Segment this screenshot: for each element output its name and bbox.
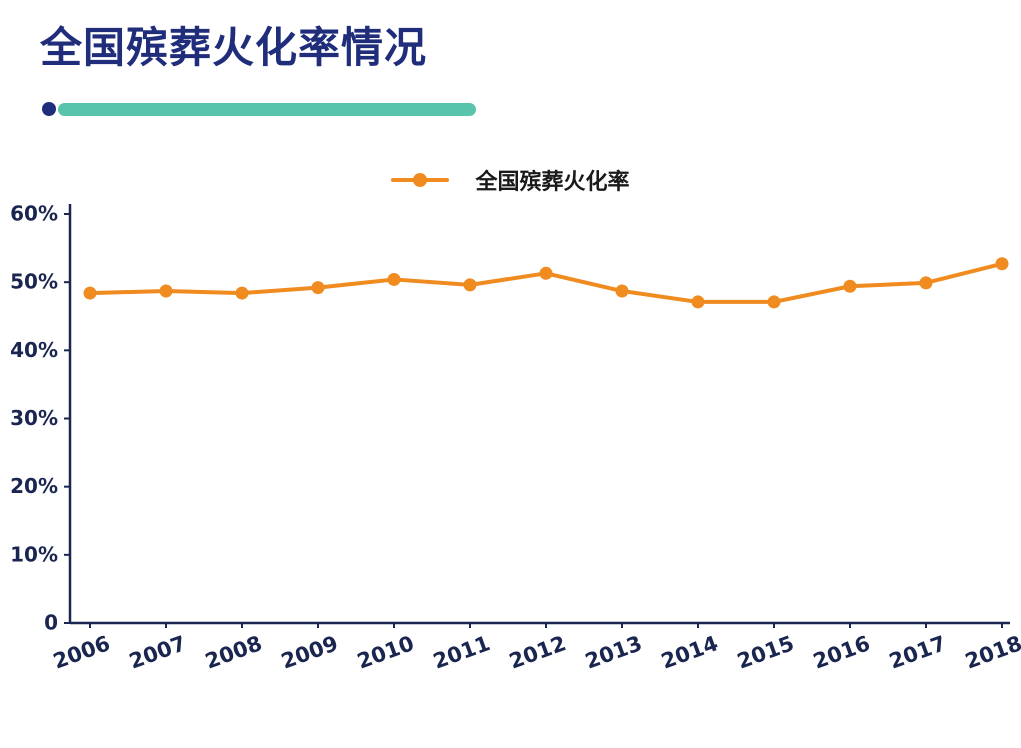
- underline-dot-icon: [42, 102, 56, 117]
- y-tick-label: 60%: [10, 202, 58, 226]
- y-tick-label: 30%: [10, 406, 58, 430]
- data-point-marker: [387, 273, 401, 287]
- legend-dot-icon: [413, 173, 428, 188]
- x-tick-label: 2016: [810, 631, 873, 674]
- data-point-marker: [767, 295, 781, 309]
- x-tick-label: 2008: [202, 631, 265, 674]
- data-point-marker: [311, 281, 325, 295]
- y-tick-label: 10%: [10, 543, 58, 567]
- x-tick-label: 2007: [126, 631, 189, 674]
- x-tick-label: 2006: [50, 631, 113, 674]
- x-tick-label: 2012: [506, 631, 569, 674]
- y-tick-label: 0: [44, 611, 58, 635]
- data-point-marker: [995, 257, 1009, 271]
- data-point-marker: [159, 284, 173, 298]
- header: 全国殡葬火化率情况: [0, 0, 1021, 117]
- data-point-marker: [615, 284, 629, 298]
- title-underline: [42, 102, 1021, 117]
- x-tick-label: 2013: [582, 631, 645, 674]
- y-tick-label: 50%: [10, 270, 58, 294]
- data-point-marker: [463, 278, 477, 292]
- legend-line-marker-icon: [391, 173, 450, 188]
- x-tick-label: 2011: [430, 631, 493, 674]
- x-tick-label: 2009: [278, 631, 341, 674]
- chart-legend: 全国殡葬火化率: [0, 166, 1021, 196]
- page-title: 全国殡葬火化率情况: [40, 23, 428, 72]
- x-tick-label: 2014: [658, 631, 721, 674]
- data-point-marker: [691, 295, 705, 309]
- data-point-marker: [843, 280, 857, 294]
- x-tick-label: 2017: [886, 631, 949, 674]
- data-point-marker: [235, 286, 249, 300]
- y-tick-label: 20%: [10, 474, 58, 498]
- x-tick-label: 2010: [354, 631, 417, 674]
- chart-area: 60% 50% 40% 30% 20% 10% 0 2006 2007 2008 2009 2010 2…: [0, 200, 1021, 716]
- x-tick-label: 2015: [734, 631, 797, 674]
- y-tick-label: 40%: [10, 338, 58, 362]
- legend-label: 全国殡葬火化率: [475, 170, 630, 196]
- data-point-marker: [83, 286, 97, 300]
- data-point-marker: [539, 267, 553, 281]
- underline-bar: [58, 102, 476, 116]
- data-point-marker: [919, 276, 933, 290]
- x-tick-label: 2018: [962, 631, 1021, 674]
